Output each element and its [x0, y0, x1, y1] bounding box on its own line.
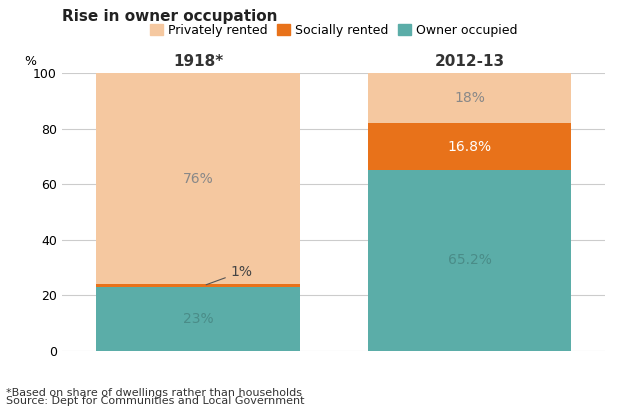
- Text: 16.8%: 16.8%: [447, 140, 492, 154]
- Bar: [368, 73, 572, 123]
- Text: *Based on share of dwellings rather than households: *Based on share of dwellings rather than…: [6, 388, 302, 398]
- Text: Source: Dept for Communities and Local Government: Source: Dept for Communities and Local G…: [6, 396, 305, 406]
- Text: 18%: 18%: [454, 91, 485, 105]
- Text: 76%: 76%: [183, 172, 213, 186]
- Text: 23%: 23%: [183, 312, 213, 326]
- Text: 65.2%: 65.2%: [447, 253, 492, 267]
- Bar: [368, 123, 572, 170]
- Bar: [96, 73, 300, 284]
- Bar: [96, 284, 300, 287]
- Bar: [96, 287, 300, 351]
- Legend: Privately rented, Socially rented, Owner occupied: Privately rented, Socially rented, Owner…: [145, 19, 522, 42]
- Text: 1%: 1%: [206, 265, 253, 285]
- Bar: [368, 170, 572, 351]
- Text: Rise in owner occupation: Rise in owner occupation: [62, 9, 278, 24]
- Y-axis label: %: %: [24, 55, 36, 68]
